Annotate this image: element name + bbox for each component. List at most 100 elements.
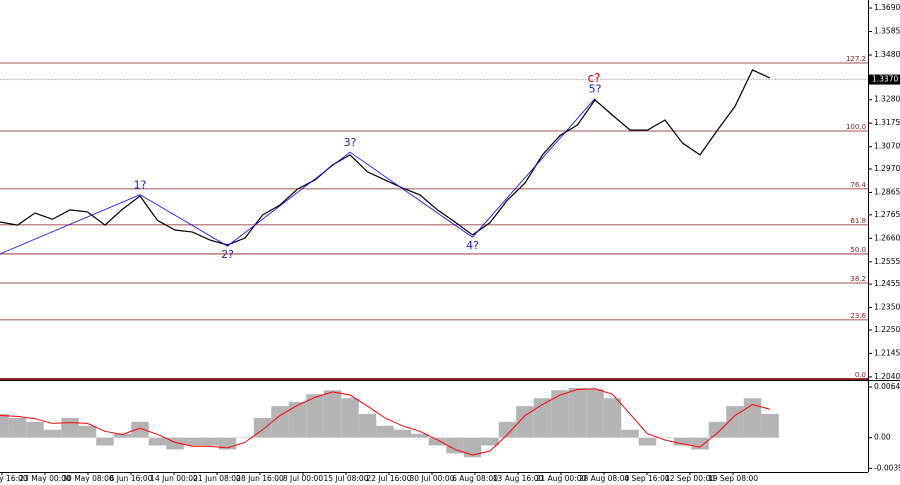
macd-bar	[323, 390, 342, 438]
macd-bar	[61, 417, 79, 438]
x-tick-label: 16 May 16:00	[0, 474, 28, 483]
macd-bar	[78, 425, 97, 438]
macd-bar	[586, 388, 604, 438]
macd-tick-label: -0.0039	[874, 463, 900, 472]
x-tick-label: 14 Jun 00:00	[150, 474, 198, 483]
x-tick-label: 15 Jul 08:00	[324, 474, 369, 483]
macd-bar	[743, 398, 762, 438]
macd-bar	[341, 398, 359, 438]
macd-tick-label: 0.00	[874, 433, 891, 442]
macd-bar	[411, 433, 429, 438]
y-tick-label: 1.2970	[874, 164, 900, 173]
y-tick-label: 1.2455	[874, 279, 900, 288]
y-tick-label: 1.3690	[874, 3, 900, 12]
x-tick-label: 13 Aug 16:00	[493, 474, 544, 483]
fib-label: 100.0	[846, 123, 866, 131]
wave-label: 1?	[134, 179, 147, 192]
macd-bar	[516, 406, 534, 438]
y-tick-label: 1.2765	[874, 210, 900, 219]
macd-bar	[8, 417, 27, 438]
wave-label: 5?	[589, 83, 602, 96]
x-tick-label: 28 Aug 08:00	[579, 474, 630, 483]
y-tick-label: 1.3585	[874, 27, 900, 36]
macd-bar	[428, 437, 447, 446]
fib-label: 0.0	[855, 371, 866, 379]
y-tick-label: 1.2145	[874, 348, 900, 357]
macd-bar	[26, 421, 44, 438]
macd-bar	[446, 437, 464, 454]
y-tick-label: 1.2040	[874, 372, 900, 381]
x-tick-label: 30 May 08:00	[62, 474, 114, 483]
macd-bar	[621, 429, 639, 438]
macd-bar	[96, 437, 114, 446]
y-tick-label: 1.3280	[874, 95, 900, 104]
x-tick-label: 21 Aug 00:00	[536, 474, 587, 483]
y-tick-label: 1.3175	[874, 118, 900, 127]
macd-bar	[603, 398, 622, 438]
macd-bar	[288, 402, 307, 438]
macd-bar	[306, 394, 324, 438]
y-tick-label: 1.2865	[874, 187, 900, 196]
y-tick-label: 1.2660	[874, 233, 900, 242]
macd-bar	[638, 437, 657, 446]
x-tick-label: 23 May 00:00	[19, 474, 71, 483]
macd-bar	[131, 421, 149, 438]
x-tick-label: 28 Jun 16:00	[236, 474, 284, 483]
macd-signal	[0, 388, 771, 456]
macd-bar	[568, 387, 587, 438]
macd-bar	[148, 437, 167, 446]
macd-bar	[533, 398, 552, 438]
macd-bar	[656, 437, 674, 439]
macd-bar	[376, 425, 394, 438]
wave-label: 3?	[344, 136, 357, 149]
x-tick-label: 6 Jun 16:00	[110, 474, 153, 483]
wave-line	[0, 98, 596, 255]
macd-bar	[481, 437, 499, 446]
wave-label: 2?	[221, 248, 234, 261]
macd-bar	[463, 437, 482, 458]
x-tick-label: 21 Jun 08:00	[193, 474, 241, 483]
macd-bar	[218, 437, 237, 450]
macd-bar	[673, 437, 692, 446]
macd-bar	[0, 413, 9, 438]
macd-bar	[761, 413, 779, 438]
price-line	[0, 69, 771, 246]
macd-bar	[358, 413, 377, 438]
x-tick-label: 4 Sep 16:00	[624, 474, 670, 483]
macd-bar	[393, 429, 412, 438]
fib-label: 127.2	[846, 55, 866, 63]
fib-label: 76.4	[850, 181, 866, 189]
macd-bar	[113, 433, 132, 438]
wave-label: 4?	[466, 239, 479, 252]
macd-bar	[166, 437, 184, 450]
x-tick-label: 30 Jul 00:00	[410, 474, 455, 483]
x-tick-label: 22 Jul 16:00	[367, 474, 412, 483]
y-tick-label: 1.3070	[874, 142, 900, 151]
fib-label: 38.2	[850, 275, 866, 283]
x-tick-label: 12 Sep 00:00	[665, 474, 715, 483]
macd-bar	[551, 390, 569, 438]
y-tick-label: 1.2555	[874, 257, 900, 266]
macd-tick-label: 0.00641	[874, 382, 900, 391]
macd-bar	[708, 421, 727, 438]
x-tick-label: 19 Sep 08:00	[708, 474, 758, 483]
y-tick-label: 1.2250	[874, 325, 900, 334]
macd-bar	[498, 421, 517, 438]
macd-bar	[271, 406, 289, 438]
wave-top-label: c?	[588, 71, 601, 85]
fib-label: 61.8	[850, 217, 866, 225]
x-tick-label: 8 Jul 00:00	[283, 474, 323, 483]
macd-bar	[236, 437, 254, 439]
macd-bar	[201, 437, 219, 446]
macd-bar	[43, 429, 62, 438]
fib-label: 50.0	[850, 246, 866, 254]
macd-bar	[691, 437, 709, 450]
x-tick-label: 6 Aug 08:00	[452, 474, 498, 483]
macd-bar	[183, 437, 202, 446]
last-price-box	[869, 74, 900, 85]
y-tick-label: 1.3480	[874, 50, 900, 59]
fib-label: 23.6	[850, 312, 866, 320]
last-price-label: 1.3370	[872, 75, 898, 84]
